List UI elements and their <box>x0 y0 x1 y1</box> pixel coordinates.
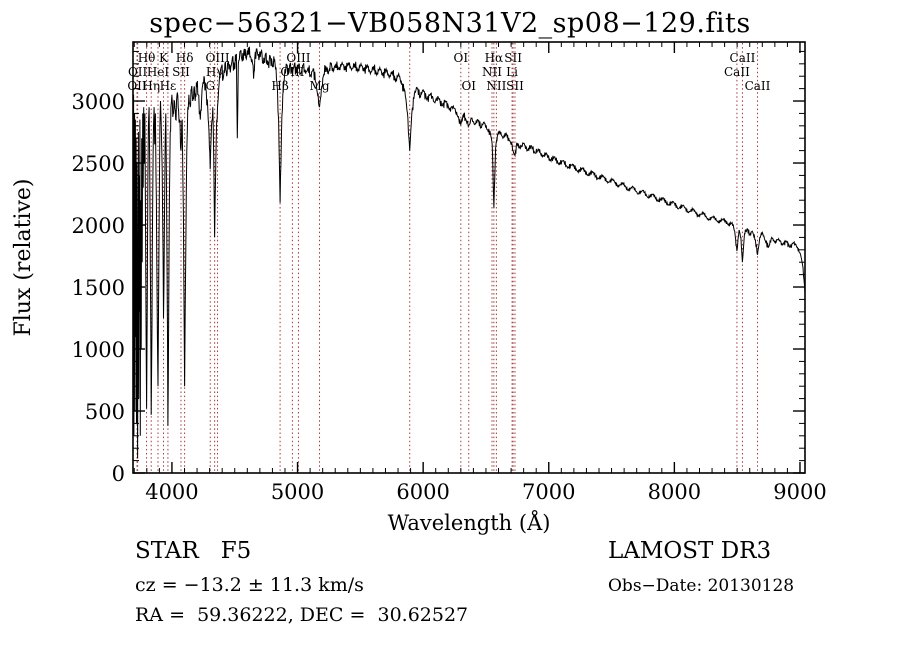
spectral-line-label: Mg <box>310 79 330 93</box>
y-axis-label: Flux (relative) <box>11 178 36 336</box>
spectral-line-label: NII <box>482 65 502 79</box>
y-tick-label: 1000 <box>72 338 125 362</box>
y-tick-label: 3000 <box>72 90 125 114</box>
spectral-line-label: NII <box>486 79 506 93</box>
plot-title: spec−56321−VB058N31V2_sp08−129.fits <box>149 8 751 39</box>
spectral-line-label: CaII <box>724 65 750 79</box>
spectral-line-label: HeI <box>147 65 170 79</box>
spectral-line-label: CaII <box>730 51 756 65</box>
y-tick-label: 1500 <box>72 276 125 300</box>
x-tick-label: 4000 <box>145 480 198 504</box>
plot-frame <box>132 41 806 474</box>
spectrum-path <box>132 46 806 459</box>
spectral-line-label: OI <box>461 79 476 93</box>
spectral-line-label: Hγ <box>206 65 224 79</box>
spectral-line-label: SII <box>506 79 524 93</box>
y-tick-label: 0 <box>112 462 125 486</box>
spectral-line-label: Hη <box>142 79 160 93</box>
spectral-line-label: G <box>205 79 215 93</box>
obs-date-label: Obs−Date: 20130128 <box>608 576 795 596</box>
x-tick-label: 5000 <box>271 480 324 504</box>
x-tick-label: 8000 <box>648 480 701 504</box>
spectral-line-label: OI <box>454 51 469 65</box>
spectral-line-label: Hθ <box>138 51 156 65</box>
spectral-line-label: OIII <box>206 51 230 65</box>
spectral-line-label: SII <box>504 51 522 65</box>
ra-dec-label: RA = 59.36222, DEC = 30.62527 <box>135 604 469 626</box>
spectral-line-label: SII <box>172 65 190 79</box>
x-tick-label: 7000 <box>522 480 575 504</box>
radial-velocity-label: cz = −13.2 ± 11.3 km/s <box>135 574 364 596</box>
survey-release-label: LAMOST DR3 <box>608 538 772 564</box>
object-class-label: STAR F5 <box>135 538 252 564</box>
x-axis-label: Wavelength (Å) <box>388 510 551 535</box>
spectral-line-label: K <box>159 51 169 65</box>
y-tick-label: 2000 <box>72 214 125 238</box>
spectral-line-label: Hδ <box>176 51 194 65</box>
spectral-line-label: CaII <box>745 79 771 93</box>
y-tick-label: 2500 <box>72 152 125 176</box>
spectral-line-label: Hβ <box>271 79 288 93</box>
spectral-line-label: OIII <box>286 51 310 65</box>
x-tick-label: 6000 <box>396 480 449 504</box>
spectral-line-label: Hα <box>485 51 504 65</box>
y-tick-label: 500 <box>85 400 125 424</box>
spectral-line-label: OII <box>128 65 148 79</box>
spectral-line-label: Li <box>506 65 518 79</box>
spectral-line-label: Hε <box>160 79 177 93</box>
x-tick-label: 9000 <box>773 480 826 504</box>
